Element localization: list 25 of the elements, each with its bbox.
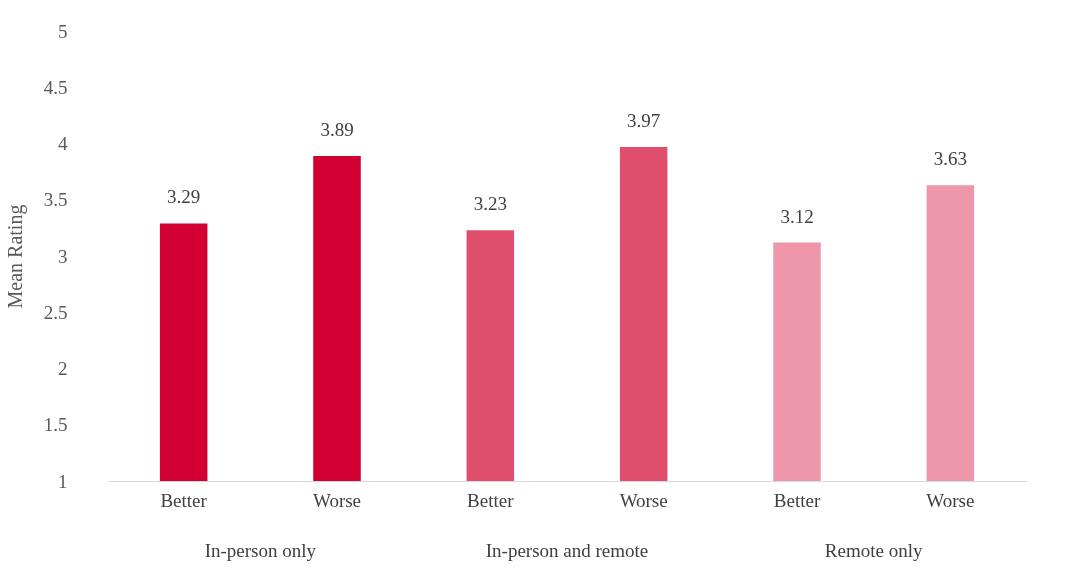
text: In-person only [204,540,317,561]
x-tick-label: Worse [926,489,975,511]
y-axis-title: Mean Rating [3,204,27,309]
text: In-person and remote [485,540,649,561]
text: Remote only [824,540,923,561]
x-tick-label: Better [467,489,515,511]
data-label: 3.23 [473,193,507,215]
data-label: 3.12 [780,205,814,227]
y-tick-label: 5 [58,20,68,42]
y-tick-label: 2 [58,358,68,379]
y-tick-label: 3.5 [43,189,68,211]
y-tick-label: 1 [58,470,68,492]
y-tick-label: 4 [58,133,68,154]
x-tick-label: Better [773,489,821,511]
y-tick-label: 3 [58,245,68,267]
y-tick-label: 4.5 [43,76,68,98]
data-label: 3.97 [627,109,661,131]
data-label: 3.63 [933,148,967,170]
y-tick-label: 2.5 [43,301,68,323]
data-label: 3.89 [320,118,354,140]
x-tick-label: Better [160,489,208,511]
x-tick-label: Worse [619,489,668,511]
y-tick-label: 1.5 [43,414,68,436]
data-label: 3.29 [167,186,201,208]
x-tick-label: Worse [312,489,362,511]
